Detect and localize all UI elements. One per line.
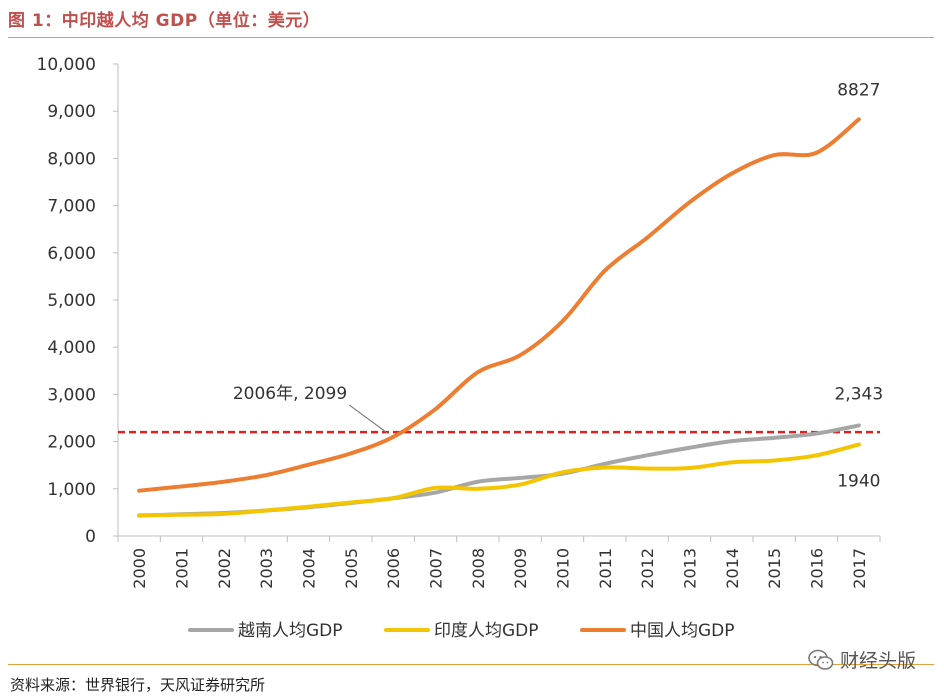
footer-divider bbox=[8, 664, 934, 665]
x-tick-label: 2009 bbox=[511, 548, 530, 589]
y-tick-label: 1,000 bbox=[47, 480, 96, 500]
y-tick-label: 6,000 bbox=[47, 244, 96, 264]
legend: 越南人均GDP 印度人均GDP 中国人均GDP bbox=[188, 621, 735, 641]
x-tick-label: 2010 bbox=[554, 548, 573, 589]
legend-label: 印度人均GDP bbox=[434, 621, 539, 641]
watermark-text: 财经头版 bbox=[839, 650, 916, 672]
series-line-0 bbox=[137, 423, 861, 518]
x-tick-label: 2013 bbox=[681, 548, 700, 589]
x-tick-label: 2007 bbox=[427, 548, 446, 589]
series-line-1 bbox=[137, 442, 861, 518]
x-tick-label: 2006 bbox=[384, 548, 403, 589]
x-tick-label: 2004 bbox=[300, 548, 319, 589]
title-divider bbox=[8, 37, 934, 38]
source-note: 资料来源：世界银行，天风证券研究所 bbox=[10, 676, 266, 694]
y-tick-label: 10,000 bbox=[37, 55, 96, 75]
annotation-layer: 8827 2,343 1940 2006年, 2099 bbox=[233, 80, 883, 491]
x-tick-label: 2014 bbox=[723, 548, 742, 589]
x-tick-label: 2003 bbox=[257, 548, 276, 589]
x-tick-label: 2001 bbox=[173, 548, 192, 589]
series-layer bbox=[137, 117, 861, 518]
x-tick-label: 2016 bbox=[808, 548, 827, 589]
data-label: 8827 bbox=[837, 80, 880, 100]
y-tick-label: 9,000 bbox=[47, 102, 96, 122]
y-tick-label: 8,000 bbox=[47, 149, 96, 169]
x-tick-label: 2017 bbox=[850, 548, 869, 589]
x-tick-label: 2012 bbox=[638, 548, 657, 589]
watermark: 财经头版 bbox=[808, 646, 916, 673]
annotation-leader bbox=[348, 404, 388, 434]
data-label: 2006年, 2099 bbox=[233, 384, 347, 404]
y-tick-label: 7,000 bbox=[47, 197, 96, 217]
axis-layer: 0 1,000 2,000 3,000 4,000 5,000 6,000 7,000 8,00… bbox=[37, 55, 881, 589]
x-tick-label: 2002 bbox=[215, 548, 234, 589]
series-line-2 bbox=[137, 117, 861, 493]
line-chart: 0 1,000 2,000 3,000 4,000 5,000 6,000 7,000 8,00… bbox=[37, 55, 884, 641]
y-tick-label: 3,000 bbox=[47, 385, 96, 405]
x-tick-label: 2015 bbox=[765, 548, 784, 589]
data-label: 2,343 bbox=[834, 384, 883, 404]
data-label: 1940 bbox=[837, 471, 880, 491]
chart-title: 图 1：中印越人均 GDP（单位：美元） bbox=[8, 11, 321, 31]
x-tick-label: 2008 bbox=[469, 548, 488, 589]
y-tick-label: 0 bbox=[85, 527, 96, 547]
y-tick-label: 2,000 bbox=[47, 433, 96, 453]
legend-label: 越南人均GDP bbox=[238, 621, 343, 641]
x-tick-label: 2005 bbox=[342, 548, 361, 589]
x-tick-label: 2000 bbox=[130, 548, 149, 589]
y-tick-label: 5,000 bbox=[47, 291, 96, 311]
y-tick-label: 4,000 bbox=[47, 338, 96, 358]
legend-label: 中国人均GDP bbox=[630, 621, 735, 641]
wechat-icon bbox=[808, 649, 834, 670]
x-tick-label: 2011 bbox=[596, 548, 615, 589]
